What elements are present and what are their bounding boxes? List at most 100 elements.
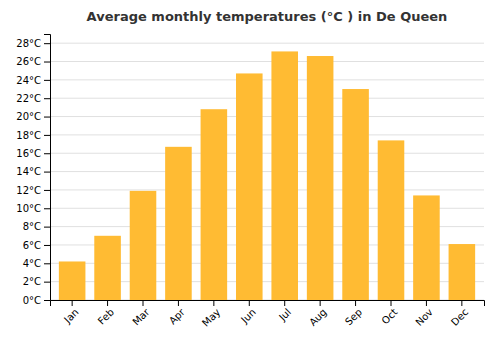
bar: [59, 261, 86, 300]
y-tick-label: 26°C: [16, 56, 41, 67]
grid-line: [50, 98, 484, 99]
y-tick: 6°C: [23, 240, 50, 251]
y-tick-mark: [44, 135, 50, 136]
y-tick: 4°C: [23, 258, 50, 269]
y-tick-mark: [44, 153, 50, 154]
x-tick: May: [200, 300, 222, 329]
y-tick: 12°C: [16, 185, 50, 196]
y-tick-mark: [44, 117, 50, 118]
bar: [342, 89, 369, 300]
x-tick-mark: [284, 300, 285, 306]
x-tick-label: Jun: [238, 306, 258, 326]
chart: 0°C2°C4°C6°C8°C10°C12°C14°C16°C18°C20°C2…: [0, 0, 500, 350]
x-tick-mark: [72, 300, 73, 306]
y-tick-mark: [44, 172, 50, 173]
x-tick-mark: [213, 300, 214, 306]
grid: [50, 43, 484, 300]
y-tick-label: 20°C: [16, 111, 41, 122]
y-tick-mark: [44, 282, 50, 283]
y-tick: 28°C: [16, 38, 50, 49]
y-tick-label: 28°C: [16, 38, 41, 49]
x-tick: Jul: [276, 300, 293, 323]
grid-line: [50, 79, 484, 80]
x-tick: Aug: [307, 300, 329, 328]
y-tick-label: 12°C: [16, 185, 41, 196]
grid-line: [50, 134, 484, 135]
x-tick-label: Jul: [276, 306, 293, 323]
x-tick-label: Mar: [130, 306, 152, 328]
y-tick-mark: [44, 208, 50, 209]
x-tick: Feb: [96, 300, 116, 327]
y-tick-mark: [44, 80, 50, 81]
y-tick: 16°C: [16, 148, 50, 159]
x-axis-line: [51, 301, 485, 307]
y-axis-line: [44, 35, 51, 301]
x-tick-mark: [178, 300, 179, 306]
bars: [59, 51, 475, 300]
plot: 0°C2°C4°C6°C8°C10°C12°C14°C16°C18°C20°C2…: [16, 35, 484, 329]
bar: [236, 73, 263, 300]
y-tick-mark: [44, 62, 50, 63]
x-tick-label: May: [200, 306, 222, 328]
y-tick-label: 10°C: [16, 203, 41, 214]
x-tick: Jun: [238, 300, 258, 326]
y-tick-label: 24°C: [16, 75, 41, 86]
y-tick-label: 2°C: [23, 276, 41, 287]
y-tick-mark: [44, 98, 50, 99]
y-tick: 2°C: [23, 276, 50, 287]
x-tick-mark: [391, 300, 392, 306]
bar: [271, 51, 298, 300]
y-tick-mark: [44, 227, 50, 228]
bar: [307, 56, 334, 300]
grid-line: [50, 189, 484, 190]
bar: [378, 140, 405, 300]
bar: [165, 147, 192, 300]
y-tick-label: 18°C: [16, 130, 41, 141]
x-tick: Dec: [449, 300, 470, 328]
y-tick-label: 8°C: [23, 221, 41, 232]
x-tick-mark: [355, 300, 356, 306]
bar: [94, 236, 121, 300]
grid-line: [50, 116, 484, 117]
y-tick: 22°C: [16, 93, 50, 104]
y-tick-label: 6°C: [23, 240, 41, 251]
x-tick-mark: [320, 300, 321, 306]
y-tick: 14°C: [16, 166, 50, 177]
grid-line: [50, 171, 484, 172]
x-tick-mark: [461, 300, 462, 306]
y-tick-mark: [44, 190, 50, 191]
grid-line: [50, 61, 484, 62]
y-tick-label: 22°C: [16, 93, 41, 104]
x-tick: Mar: [130, 300, 152, 327]
bar: [449, 244, 476, 300]
x-tick-label: Feb: [96, 306, 116, 326]
y-tick: 24°C: [16, 75, 50, 86]
y-tick-label: 16°C: [16, 148, 41, 159]
x-tick-label: Nov: [413, 306, 435, 328]
y-tick-mark: [44, 43, 50, 44]
x-tick-label: Sep: [343, 306, 364, 327]
y-tick-label: 14°C: [16, 166, 41, 177]
x-tick-label: Jan: [61, 306, 80, 325]
y-tick-mark: [44, 263, 50, 264]
x-tick-label: Dec: [449, 306, 470, 327]
x-tick: Oct: [379, 300, 399, 326]
x-tick-mark: [426, 300, 427, 306]
grid-line: [50, 43, 484, 44]
x-axis: Jan Feb Mar Apr May Jun Jul Aug Sep Oct Nov Dec: [51, 300, 485, 329]
bar: [201, 109, 228, 300]
x-tick-mark: [249, 300, 250, 306]
x-tick: Sep: [343, 300, 364, 327]
bar: [413, 195, 440, 300]
y-tick: 26°C: [16, 56, 50, 67]
x-tick-label: Aug: [307, 306, 329, 328]
grid-line: [50, 153, 484, 154]
y-tick: 18°C: [16, 130, 50, 141]
bar: [130, 191, 157, 300]
y-tick: 20°C: [16, 111, 50, 122]
x-tick: Nov: [413, 300, 435, 328]
x-tick-mark: [107, 300, 108, 306]
x-tick: Apr: [167, 300, 188, 326]
title: Average monthly temperatures (°C ) in De…: [87, 9, 448, 24]
x-tick-label: Apr: [167, 306, 188, 327]
